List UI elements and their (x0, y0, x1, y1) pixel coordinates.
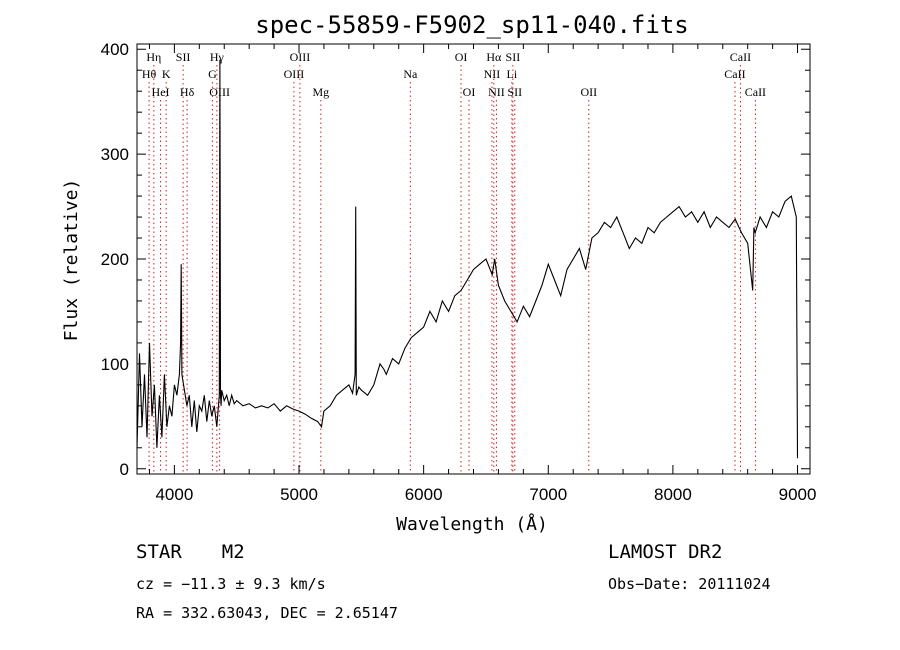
reference-line-label: OI (455, 50, 468, 64)
reference-line-label: Mg (312, 85, 329, 99)
reference-line-label: Na (403, 67, 418, 81)
coordinates-text: RA = 332.63043, DEC = 2.65147 (136, 604, 398, 622)
reference-line-label: NII (488, 85, 505, 99)
reference-line-label: OIII (290, 50, 311, 64)
reference-line-label: OII (580, 85, 597, 99)
reference-line-label: Hδ (180, 85, 195, 99)
plot-frame (136, 43, 811, 475)
obs-date-text: Obs−Date: 20111024 (608, 575, 771, 593)
x-axis-label: Wavelength (Å) (396, 513, 548, 535)
reference-line-label: G (208, 67, 217, 81)
reference-line-label: CaII (730, 50, 751, 64)
reference-line-label: SII (176, 50, 191, 64)
reference-line-label: Hθ (142, 67, 157, 81)
object-class-text: STAR (136, 541, 182, 563)
reference-line-label: HeI (152, 85, 170, 99)
velocity-text: cz = −11.3 ± 9.3 km/s (136, 575, 326, 593)
reference-line-label: Li (507, 67, 518, 81)
x-tick-label: 7000 (529, 485, 567, 504)
reference-line-label: NII (484, 67, 501, 81)
reference-line-label: K (162, 67, 171, 81)
reference-line-label: Hγ (210, 50, 225, 64)
reference-line-label: SII (506, 50, 521, 64)
reference-line-label: Hα (486, 50, 502, 64)
x-tick-label: 6000 (405, 485, 443, 504)
x-tick-label: 9000 (779, 485, 817, 504)
reference-line-label: CaII (724, 67, 745, 81)
survey-name: LAMOST DR2 (608, 541, 723, 563)
reference-line-label: OI (463, 85, 476, 99)
y-axis-label: Flux (relative) (61, 179, 82, 342)
y-tick-label: 200 (101, 250, 129, 269)
chart-title: spec-55859-F5902_sp11-040.fits (255, 11, 688, 39)
reference-line-label: OIII (284, 67, 305, 81)
axis-ticks: 4000 5000 6000 7000 8000 9000 0 100 200 300 400 (101, 40, 817, 504)
reference-line-label: CaII (745, 85, 766, 99)
object-class: STAR M2 (136, 541, 245, 563)
reference-line-label: SII (507, 85, 522, 99)
reference-line-label: Hη (146, 50, 161, 64)
y-tick-label: 300 (101, 145, 129, 164)
x-tick-label: 8000 (654, 485, 692, 504)
y-tick-label: 0 (120, 460, 129, 479)
x-tick-label: 5000 (280, 485, 318, 504)
spectrum-line (136, 59, 799, 459)
spectrum-chart: spec-55859-F5902_sp11-040.fits Hη Hθ HeI SI… (61, 11, 817, 535)
subclass-text: M2 (221, 541, 245, 563)
y-tick-label: 100 (101, 355, 129, 374)
y-tick-label: 400 (101, 40, 129, 59)
x-tick-label: 4000 (155, 485, 193, 504)
